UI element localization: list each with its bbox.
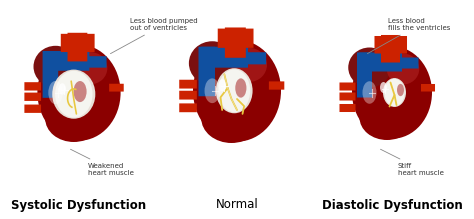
FancyBboxPatch shape [67,33,87,61]
Text: Less blood pumped
out of ventricles: Less blood pumped out of ventricles [110,18,198,54]
FancyBboxPatch shape [87,56,107,68]
FancyBboxPatch shape [339,104,356,112]
Text: Less blood
fills the ventricles: Less blood fills the ventricles [367,18,450,54]
Ellipse shape [363,81,376,104]
FancyBboxPatch shape [24,93,41,101]
FancyBboxPatch shape [269,81,284,90]
Ellipse shape [359,95,414,140]
FancyBboxPatch shape [357,53,372,97]
Ellipse shape [37,44,120,141]
Text: Systolic Dysfunction: Systolic Dysfunction [11,198,146,212]
Ellipse shape [384,79,404,106]
Ellipse shape [205,78,220,103]
FancyBboxPatch shape [179,103,197,112]
Ellipse shape [387,53,419,85]
FancyBboxPatch shape [225,27,246,58]
FancyBboxPatch shape [400,58,419,69]
Ellipse shape [193,40,281,142]
Ellipse shape [219,69,250,112]
FancyBboxPatch shape [179,80,197,88]
Ellipse shape [235,78,246,98]
FancyBboxPatch shape [240,29,254,48]
Text: Normal: Normal [216,198,258,212]
FancyBboxPatch shape [201,47,248,68]
FancyBboxPatch shape [339,83,356,90]
Ellipse shape [216,68,253,113]
FancyBboxPatch shape [199,47,215,96]
Ellipse shape [34,46,78,87]
Ellipse shape [219,79,226,91]
Ellipse shape [189,41,236,85]
Ellipse shape [52,70,95,119]
Ellipse shape [73,52,107,84]
FancyBboxPatch shape [359,53,402,72]
FancyBboxPatch shape [245,52,266,64]
FancyBboxPatch shape [381,35,400,62]
FancyBboxPatch shape [61,34,72,52]
FancyBboxPatch shape [70,35,82,52]
FancyBboxPatch shape [43,51,58,98]
Ellipse shape [348,48,391,88]
FancyBboxPatch shape [227,30,241,48]
FancyBboxPatch shape [218,29,230,48]
FancyBboxPatch shape [24,104,41,113]
Ellipse shape [380,82,387,93]
FancyBboxPatch shape [339,92,356,101]
Text: Stiff
heart muscle: Stiff heart muscle [381,149,444,176]
Ellipse shape [201,94,262,143]
Text: Diastolic Dysfunction: Diastolic Dysfunction [322,198,462,212]
Ellipse shape [64,39,82,53]
Ellipse shape [397,84,404,96]
Ellipse shape [59,83,66,95]
Text: Weakened
heart muscle: Weakened heart muscle [71,149,134,176]
Ellipse shape [48,81,63,104]
Ellipse shape [45,95,102,142]
Ellipse shape [55,71,92,118]
FancyBboxPatch shape [45,51,90,71]
Ellipse shape [352,46,432,139]
FancyBboxPatch shape [421,84,435,92]
Ellipse shape [231,48,267,82]
FancyBboxPatch shape [374,36,385,53]
FancyBboxPatch shape [109,84,124,92]
Ellipse shape [73,81,87,102]
FancyBboxPatch shape [82,34,95,52]
FancyBboxPatch shape [179,91,197,100]
Ellipse shape [377,41,395,55]
Ellipse shape [221,34,240,49]
FancyBboxPatch shape [394,36,407,53]
FancyBboxPatch shape [24,82,41,90]
FancyBboxPatch shape [383,37,395,53]
Ellipse shape [383,78,406,107]
